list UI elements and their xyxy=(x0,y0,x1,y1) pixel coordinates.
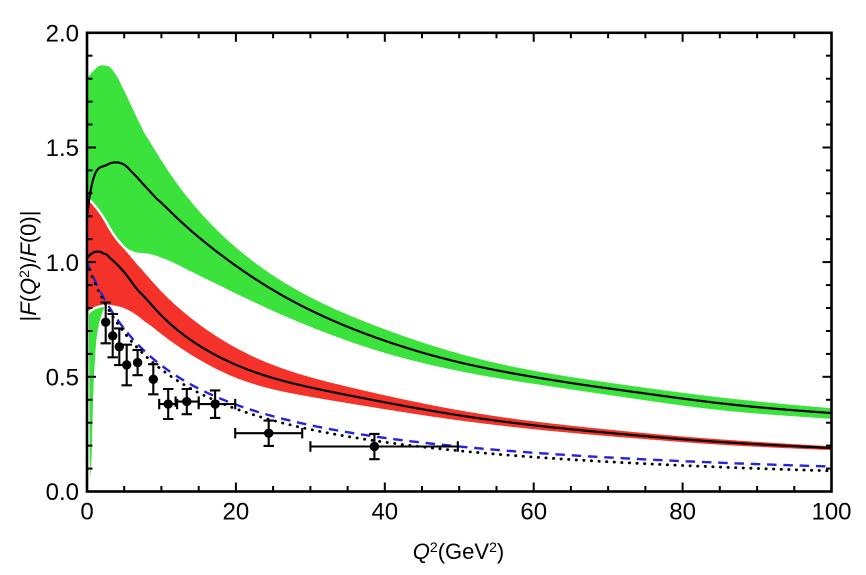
svg-text:1.0: 1.0 xyxy=(46,250,79,277)
svg-text:60: 60 xyxy=(520,498,547,525)
svg-text:100: 100 xyxy=(811,498,851,525)
svg-text:Q2(GeV2): Q2(GeV2) xyxy=(413,539,504,564)
svg-text:1.5: 1.5 xyxy=(46,135,79,162)
svg-text:|F(Q2)/F(0)|: |F(Q2)/F(0)| xyxy=(16,211,41,322)
svg-text:20: 20 xyxy=(223,498,250,525)
svg-text:0: 0 xyxy=(80,498,93,525)
svg-text:40: 40 xyxy=(371,498,398,525)
svg-text:0.5: 0.5 xyxy=(46,365,79,392)
svg-text:80: 80 xyxy=(669,498,696,525)
svg-text:2.0: 2.0 xyxy=(46,21,79,48)
svg-text:0.0: 0.0 xyxy=(46,479,79,506)
